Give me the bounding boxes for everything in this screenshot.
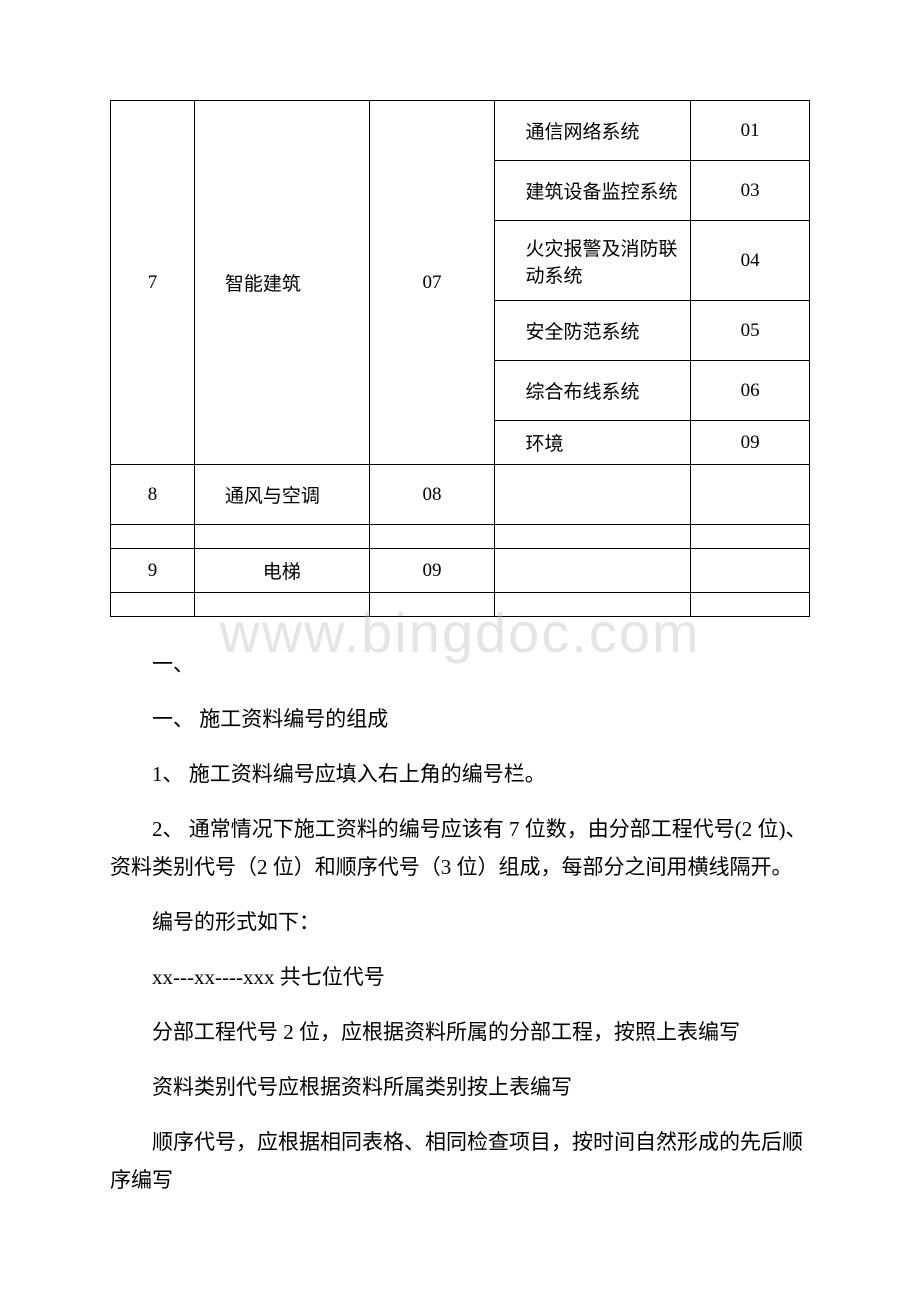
classification-table: 7 智能建筑 07 通信网络系统 01 建筑设备监控系统 03 火灾报警及消防联… — [110, 100, 810, 617]
table-cell-code — [369, 525, 495, 549]
table-cell-seq: 8 — [111, 465, 195, 525]
table-cell-sub: 环境 — [495, 421, 691, 465]
paragraph: 资料类别代号应根据资料所属类别按上表编写 — [110, 1068, 810, 1107]
table-cell-subcode: 03 — [691, 161, 810, 221]
table-cell-subcode — [691, 549, 810, 593]
table-cell-sub: 建筑设备监控系统 — [495, 161, 691, 221]
table-cell-sub — [495, 549, 691, 593]
paragraph: 顺序代号，应根据相同表格、相同检查项目，按时间自然形成的先后顺序编写 — [110, 1123, 810, 1201]
paragraph: 一、 — [110, 645, 810, 684]
table-cell-name: 智能建筑 — [194, 101, 369, 465]
table-cell-subcode: 04 — [691, 221, 810, 301]
table-cell-code — [369, 593, 495, 617]
paragraph: 分部工程代号 2 位，应根据资料所属的分部工程，按照上表编写 — [110, 1013, 810, 1052]
table-cell-subcode: 09 — [691, 421, 810, 465]
table-cell-sub: 综合布线系统 — [495, 361, 691, 421]
table-cell-sub — [495, 525, 691, 549]
paragraph: 1、 施工资料编号应填入右上角的编号栏。 — [110, 755, 810, 794]
table-cell-seq — [111, 593, 195, 617]
paragraph: 一、 施工资料编号的组成 — [110, 700, 810, 739]
table-cell-subcode — [691, 465, 810, 525]
table-cell-name: 通风与空调 — [194, 465, 369, 525]
table-cell-subcode: 06 — [691, 361, 810, 421]
table-cell-seq: 9 — [111, 549, 195, 593]
table-cell-seq — [111, 525, 195, 549]
document-body: 一、 一、 施工资料编号的组成 1、 施工资料编号应填入右上角的编号栏。 2、 … — [110, 645, 810, 1200]
table-cell-subcode: 01 — [691, 101, 810, 161]
table-cell-subcode — [691, 593, 810, 617]
paragraph: xx---xx----xxx 共七位代号 — [110, 958, 810, 997]
table-cell-name: 电梯 — [194, 549, 369, 593]
table-cell-sub — [495, 593, 691, 617]
table-cell-subcode: 05 — [691, 301, 810, 361]
table-cell-code: 08 — [369, 465, 495, 525]
table-cell-name — [194, 593, 369, 617]
table-cell-sub: 安全防范系统 — [495, 301, 691, 361]
table-cell-subcode — [691, 525, 810, 549]
table-cell-sub: 通信网络系统 — [495, 101, 691, 161]
table-cell-sub: 火灾报警及消防联动系统 — [495, 221, 691, 301]
table-cell-seq: 7 — [111, 101, 195, 465]
paragraph: 编号的形式如下： — [110, 903, 810, 942]
table-cell-sub — [495, 465, 691, 525]
paragraph: 2、 通常情况下施工资料的编号应该有 7 位数，由分部工程代号(2 位)、资料类… — [110, 810, 810, 888]
table-cell-code: 07 — [369, 101, 495, 465]
table-cell-code: 09 — [369, 549, 495, 593]
table-cell-name — [194, 525, 369, 549]
